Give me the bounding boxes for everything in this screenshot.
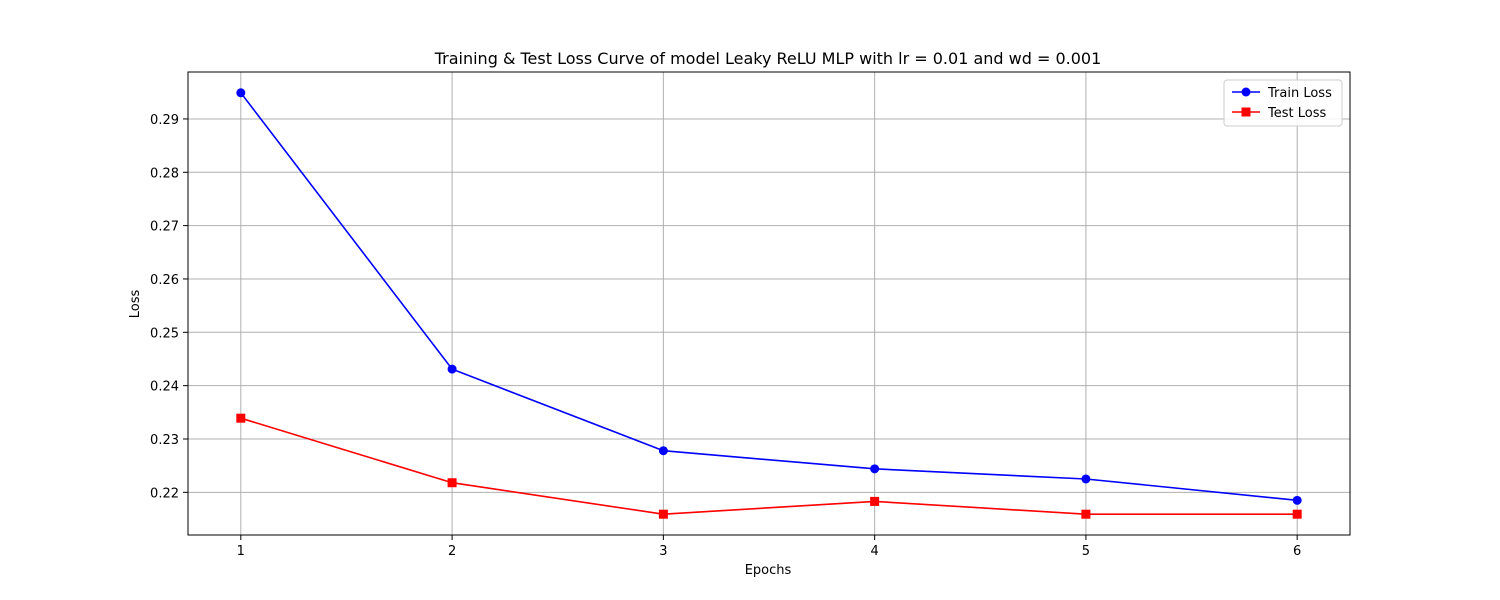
legend-label: Test Loss (1267, 106, 1326, 121)
plot-area-frame (187, 71, 1351, 536)
y-tick-label: 0.22 (150, 486, 179, 501)
axis-ticks: 1 2 3 4 5 6 0.22 0.23 0.24 0.25 0.26 0.27 0.28 0.29 (150, 113, 1301, 559)
x-axis-label: Epochs (745, 563, 792, 578)
series-line (240, 92, 1298, 502)
data-point (236, 413, 246, 423)
data-point (236, 88, 246, 98)
data-point (447, 478, 457, 488)
data-point (1081, 509, 1091, 519)
data-point (658, 446, 668, 456)
x-tick-label: 6 (1293, 544, 1301, 559)
legend-item: Train Loss (1232, 86, 1332, 101)
data-point (658, 509, 668, 519)
x-tick-label: 1 (237, 544, 245, 559)
legend-label: Train Loss (1267, 86, 1332, 101)
y-axis-label: Loss (128, 290, 143, 319)
y-tick-label: 0.24 (150, 380, 179, 395)
x-tick-label: 3 (659, 544, 667, 559)
y-tick-label: 0.26 (150, 273, 179, 288)
legend-marker (1241, 87, 1251, 97)
series-train-loss (236, 88, 1302, 505)
legend-marker (1241, 107, 1251, 117)
y-tick-label: 0.29 (150, 113, 179, 128)
data-point (870, 464, 880, 474)
x-tick-label: 4 (870, 544, 878, 559)
y-tick-label: 0.25 (150, 326, 179, 341)
data-point (447, 364, 457, 374)
data-point (1292, 509, 1302, 519)
data-point (1081, 474, 1091, 484)
data-point (1292, 495, 1302, 505)
x-tick-label: 2 (448, 544, 456, 559)
series-test-loss (236, 413, 1302, 519)
y-tick-label: 0.27 (150, 220, 179, 235)
x-tick-label: 5 (1082, 544, 1090, 559)
series-line (240, 417, 1298, 516)
grid (188, 72, 1350, 535)
y-tick-label: 0.28 (150, 166, 179, 181)
chart-title: Training & Test Loss Curve of model Leak… (434, 49, 1102, 68)
data-point (870, 496, 880, 506)
legend-item: Test Loss (1232, 106, 1326, 121)
y-tick-label: 0.23 (150, 433, 179, 448)
series-layer (236, 88, 1302, 519)
legend: Train Loss Test Loss (1223, 79, 1343, 127)
